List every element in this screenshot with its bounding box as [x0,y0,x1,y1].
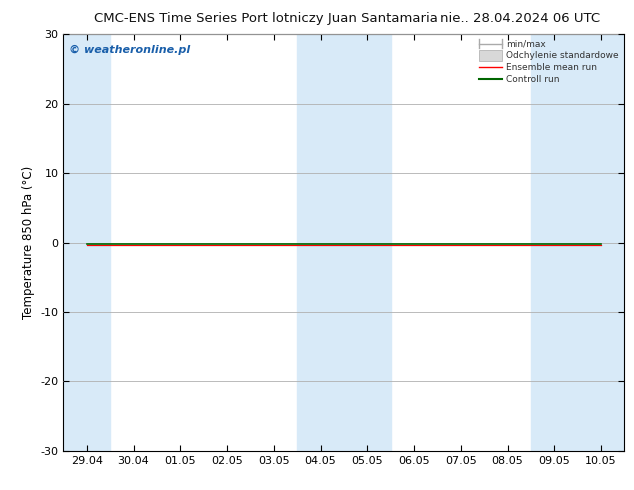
Text: CMC-ENS Time Series Port lotniczy Juan Santamaria: CMC-ENS Time Series Port lotniczy Juan S… [94,12,438,25]
Y-axis label: Temperature 850 hPa (°C): Temperature 850 hPa (°C) [22,166,35,319]
Text: © weatheronline.pl: © weatheronline.pl [69,45,190,55]
Bar [63,34,110,451]
Text: nie.. 28.04.2024 06 UTC: nie.. 28.04.2024 06 UTC [440,12,600,25]
Bar [531,34,624,451]
Bar [297,34,391,451]
Legend: min/max, Odchylenie standardowe, Ensemble mean run, Controll run: min/max, Odchylenie standardowe, Ensembl… [476,36,623,87]
